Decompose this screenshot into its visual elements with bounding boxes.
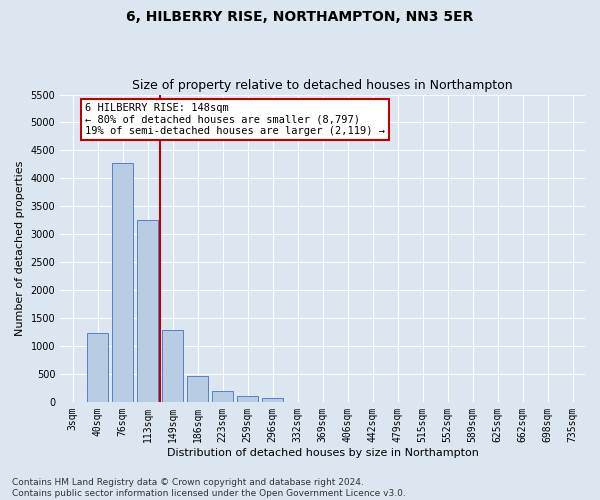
Bar [87, 333, 108, 402]
Text: Contains HM Land Registry data © Crown copyright and database right 2024.
Contai: Contains HM Land Registry data © Crown c… [12, 478, 406, 498]
Bar [112, 162, 133, 402]
Text: 6, HILBERRY RISE, NORTHAMPTON, NN3 5ER: 6, HILBERRY RISE, NORTHAMPTON, NN3 5ER [127, 10, 473, 24]
Bar [212, 391, 233, 402]
Bar [162, 330, 183, 402]
Bar [262, 398, 283, 402]
Text: 6 HILBERRY RISE: 148sqm
← 80% of detached houses are smaller (8,797)
19% of semi: 6 HILBERRY RISE: 148sqm ← 80% of detache… [85, 103, 385, 136]
Bar [137, 220, 158, 402]
X-axis label: Distribution of detached houses by size in Northampton: Distribution of detached houses by size … [167, 448, 479, 458]
Y-axis label: Number of detached properties: Number of detached properties [15, 160, 25, 336]
Title: Size of property relative to detached houses in Northampton: Size of property relative to detached ho… [132, 79, 513, 92]
Bar [237, 396, 258, 402]
Bar [187, 376, 208, 402]
